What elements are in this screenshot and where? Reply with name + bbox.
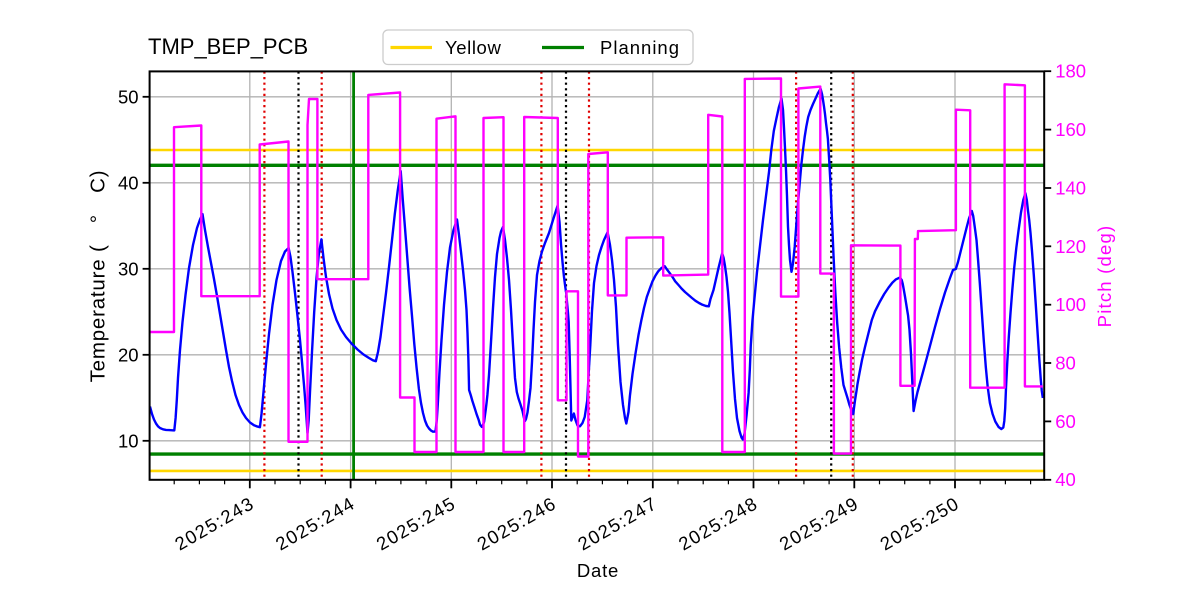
svg-text:80: 80 — [1055, 353, 1076, 374]
svg-text:10: 10 — [118, 430, 139, 451]
svg-text:180: 180 — [1055, 61, 1086, 82]
svg-text:40: 40 — [118, 172, 139, 193]
svg-text:Planning: Planning — [600, 37, 680, 58]
svg-text:60: 60 — [1055, 411, 1076, 432]
svg-text:30: 30 — [118, 258, 139, 279]
svg-text:50: 50 — [118, 86, 139, 107]
svg-text:40: 40 — [1055, 469, 1076, 490]
svg-text:100: 100 — [1055, 294, 1086, 315]
svg-text:140: 140 — [1055, 178, 1086, 199]
svg-text:120: 120 — [1055, 236, 1086, 257]
svg-text:20: 20 — [118, 344, 139, 365]
svg-text:160: 160 — [1055, 119, 1086, 140]
svg-text:Pitch (deg): Pitch (deg) — [1094, 225, 1115, 328]
svg-text:Temperature ( ° C): Temperature ( ° C) — [87, 170, 110, 383]
svg-text:TMP_BEP_PCB: TMP_BEP_PCB — [148, 34, 308, 59]
svg-text:Date: Date — [577, 560, 619, 581]
svg-text:Yellow: Yellow — [445, 37, 501, 58]
